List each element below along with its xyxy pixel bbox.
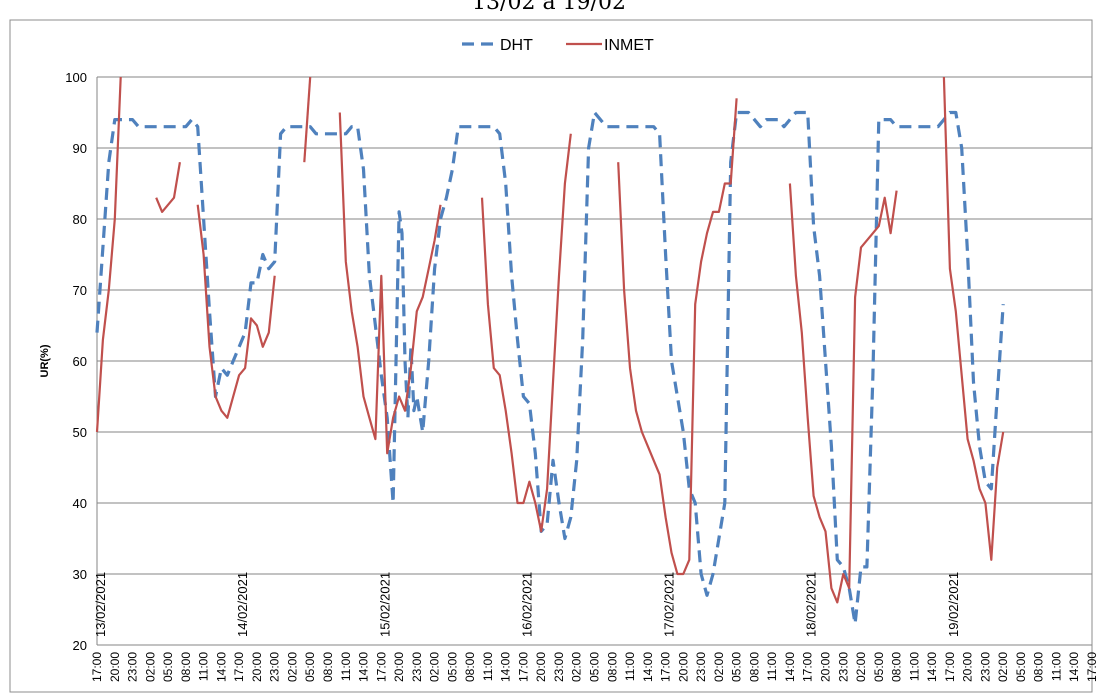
x-tick-label: 17:00	[1085, 652, 1098, 682]
x-tick-label: 05:00	[872, 652, 886, 682]
x-tick-label: 14:00	[1067, 652, 1081, 682]
x-tick-label: 02:00	[570, 652, 584, 682]
x-tick-label: 11:00	[339, 652, 353, 681]
x-tick-label: 23:00	[552, 652, 566, 682]
y-tick-label: 60	[73, 354, 87, 369]
y-tick-label: 40	[73, 496, 87, 511]
date-labels: 13/02/2021 14/02/2021 15/02/2021 16/02/2021…	[93, 572, 961, 637]
x-tick-label: 11:00	[623, 652, 637, 681]
x-tick-label: 02:00	[996, 652, 1010, 682]
x-tick-label: 17:00	[943, 652, 957, 682]
x-tick-label: 11:00	[481, 652, 495, 681]
x-tick-labels: 17:00 20:00 23:00 02:00 05:00 08:00 11:00 14:00…	[90, 652, 1098, 682]
gridlines	[96, 76, 1092, 646]
legend-label-dht: DHT	[500, 37, 533, 54]
x-tick-label: 20:00	[108, 652, 122, 682]
x-tick-label: 23:00	[410, 652, 424, 682]
x-tick-label: 17:00	[516, 652, 530, 682]
y-tick-labels: 20 30 40 50 60 70 80 90 100	[65, 70, 87, 653]
date-label: 19/02/2021	[946, 572, 961, 637]
date-label: 14/02/2021	[235, 572, 250, 637]
x-tick-label: 08:00	[747, 652, 761, 682]
series-line-inmet-8	[942, 76, 1005, 561]
x-tick-label: 08:00	[321, 652, 335, 682]
x-tick-label: 23:00	[694, 652, 708, 682]
y-tick-label: 100	[65, 70, 87, 85]
y-tick-label: 20	[73, 638, 87, 653]
x-tick-label: 05:00	[161, 652, 175, 682]
y-tick-label: 90	[73, 141, 87, 156]
plot-frame	[9, 19, 1093, 693]
x-tick-label: 08:00	[463, 652, 477, 682]
x-tick-label: 08:00	[1032, 652, 1046, 682]
legend: DHT INMET	[462, 37, 654, 54]
x-tick-label: 02:00	[285, 652, 299, 682]
y-tick-label: 30	[73, 567, 87, 582]
series-line-inmet-4	[338, 112, 442, 455]
x-tick-label: 14:00	[214, 652, 228, 682]
series-line-inmet-1	[155, 162, 181, 213]
x-tick-label: 05:00	[445, 652, 459, 682]
x-tick-label: 02:00	[143, 652, 157, 682]
x-tick-label: 17:00	[232, 652, 246, 682]
x-tick-label: 23:00	[978, 652, 992, 682]
x-tick-label: 14:00	[783, 652, 797, 682]
x-tick-label: 23:00	[268, 652, 282, 682]
x-tick-label: 05:00	[730, 652, 744, 682]
x-tick-label: 02:00	[854, 652, 868, 682]
date-label: 15/02/2021	[377, 572, 392, 637]
x-tick-label: 08:00	[605, 652, 619, 682]
series-line-inmet-6	[617, 98, 738, 576]
x-tick-label: 20:00	[534, 652, 548, 682]
y-axis-label: UR(%)	[39, 344, 51, 377]
x-tick-label: 17:00	[801, 652, 815, 682]
y-tick-label: 70	[73, 283, 87, 298]
date-label: 17/02/2021	[662, 572, 677, 637]
date-label: 16/02/2021	[519, 572, 534, 637]
legend-label-inmet: INMET	[604, 37, 654, 54]
series-line-dht-0	[95, 110, 1005, 626]
x-tick-label: 02:00	[428, 652, 442, 682]
x-tick-label: 14:00	[925, 652, 939, 682]
x-tick-label: 14:00	[641, 652, 655, 682]
series-line-inmet-0	[95, 76, 122, 433]
x-tick-label: 20:00	[250, 652, 264, 682]
x-tick-label: 20:00	[676, 652, 690, 682]
x-tick-label: 20:00	[392, 652, 406, 682]
y-tick-label: 50	[73, 425, 87, 440]
chart-title: 13/02 a 19/02	[472, 0, 626, 15]
x-tick-label: 11:00	[197, 652, 211, 681]
y-tick-label: 80	[73, 212, 87, 227]
x-tick-label: 20:00	[961, 652, 975, 682]
x-tick-label: 20:00	[818, 652, 832, 682]
x-tick-label: 14:00	[499, 652, 513, 682]
date-label: 13/02/2021	[93, 572, 108, 637]
x-tick-label: 08:00	[179, 652, 193, 682]
series-line-inmet-2	[196, 204, 276, 419]
x-tick-label: 17:00	[659, 652, 673, 682]
x-tick-label: 11:00	[765, 652, 779, 681]
x-tick-label: 17:00	[374, 652, 388, 682]
x-tick-label: 11:00	[1049, 652, 1063, 681]
x-tick-label: 23:00	[126, 652, 140, 682]
series-line-inmet-3	[303, 76, 312, 163]
series-line-inmet-7	[788, 183, 898, 604]
date-label: 18/02/2021	[804, 572, 819, 637]
x-tick-label: 05:00	[1014, 652, 1028, 682]
x-tick-label: 11:00	[907, 652, 921, 681]
x-tick-label: 05:00	[303, 652, 317, 682]
x-tick-label: 23:00	[836, 652, 850, 682]
x-tick-label: 17:00	[90, 652, 104, 682]
x-tick-label: 02:00	[712, 652, 726, 682]
x-tick-label: 05:00	[588, 652, 602, 682]
x-tick-label: 08:00	[890, 652, 904, 682]
series-lines	[95, 76, 1005, 626]
x-tick-label: 14:00	[357, 652, 371, 682]
series-line-inmet-5	[480, 133, 572, 533]
